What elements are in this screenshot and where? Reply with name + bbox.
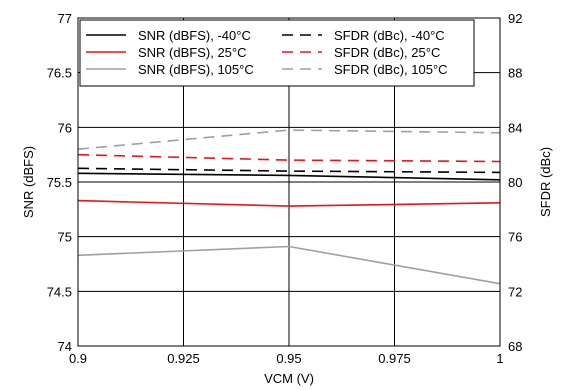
- y2-tick-label: 80: [508, 175, 522, 190]
- y-tick-label: 75: [58, 230, 72, 245]
- legend: SNR (dBFS), -40°C SFDR (dBc), -40°C SNR (d…: [79, 19, 475, 87]
- y-tick-label: 76: [58, 120, 72, 135]
- legend-box: [79, 19, 475, 87]
- x-tick-label: 0.9: [69, 351, 87, 366]
- x-tick-label: 0.975: [378, 351, 411, 366]
- y-axis-label: SNR (dBFS): [21, 146, 36, 218]
- legend-label: SNR (dBFS), 105°C: [138, 62, 254, 77]
- y2-tick-label: 88: [508, 66, 522, 81]
- y-tick-label: 77: [58, 11, 72, 26]
- tick-labels: 0.9 0.925 0.95 0.975 1 74 74.5 75 75.5 76 76.5 77 68…: [47, 11, 523, 366]
- legend-label: SFDR (dBc), 25°C: [334, 45, 440, 60]
- legend-label: SNR (dBFS), 25°C: [138, 45, 247, 60]
- plot-frame: [77, 17, 501, 347]
- series-group: [77, 129, 501, 285]
- series-line: [77, 167, 501, 174]
- x-tick-label: 0.925: [167, 351, 200, 366]
- y2-tick-label: 72: [508, 284, 522, 299]
- y2-axis-label: SFDR (dBc): [538, 147, 553, 217]
- y-tick-label: 75.5: [47, 175, 72, 190]
- series-line: [77, 153, 501, 163]
- y2-tick-label: 76: [508, 230, 522, 245]
- series-line: [77, 129, 501, 150]
- legend-label: SNR (dBFS), -40°C: [138, 28, 251, 43]
- y2-tick-label: 92: [508, 11, 522, 26]
- y-tick-label: 74: [58, 339, 72, 354]
- series-line: [77, 172, 501, 181]
- x-tick-label: 1: [496, 351, 503, 366]
- legend-label: SFDR (dBc), -40°C: [334, 28, 445, 43]
- y-tick-label: 76.5: [47, 66, 72, 81]
- y-tick-label: 74.5: [47, 284, 72, 299]
- series-line: [77, 199, 501, 207]
- x-tick-label: 0.95: [276, 351, 301, 366]
- legend-label: SFDR (dBc), 105°C: [334, 62, 448, 77]
- y2-tick-label: 84: [508, 120, 522, 135]
- y2-tick-label: 68: [508, 339, 522, 354]
- series-line: [77, 245, 501, 285]
- x-axis-label: VCM (V): [264, 371, 314, 386]
